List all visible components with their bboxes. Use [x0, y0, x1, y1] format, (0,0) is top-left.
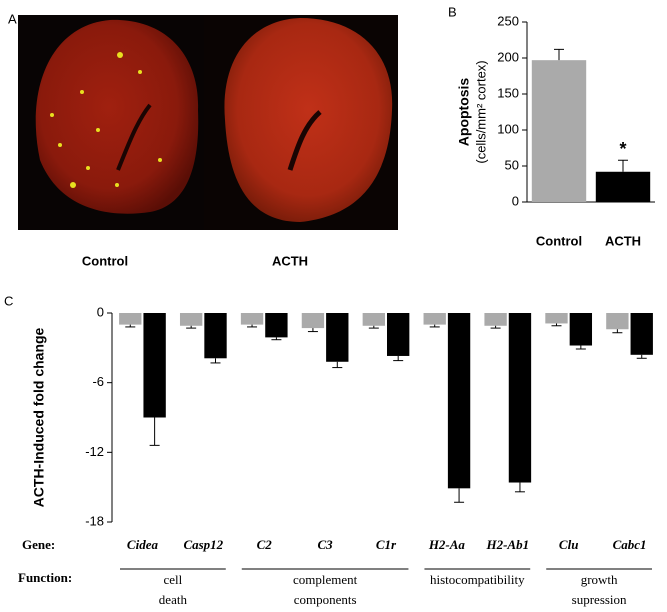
x-tick-label: C1r: [376, 537, 397, 552]
group-label: cell: [164, 572, 183, 587]
apoptotic-cells: [50, 52, 162, 188]
y-tick-label: -6: [92, 374, 104, 389]
bar: [569, 313, 593, 346]
group-label: death: [159, 592, 188, 607]
group-label: histocompatibility: [430, 572, 525, 587]
x-tick-label: Cabc1: [613, 537, 647, 552]
group-label: complement: [293, 572, 358, 587]
bar: [240, 313, 264, 325]
bar: [387, 313, 410, 356]
y-tick-label: 200: [497, 49, 519, 64]
x-tick-label: C3: [318, 537, 334, 552]
tissue-control: [35, 19, 199, 214]
y-axis-subtitle: (cells/mm² cortex): [473, 60, 488, 163]
value-label: *: [619, 139, 626, 159]
x-tick-label: Control: [536, 233, 582, 248]
y-tick-label: 50: [505, 157, 519, 172]
y-tick-label: 0: [97, 304, 104, 319]
bar: [119, 313, 142, 325]
row-label: Function:: [18, 570, 72, 585]
bar: [143, 313, 166, 418]
bar: [326, 313, 349, 362]
y-tick-label: -18: [85, 513, 104, 528]
bar: [545, 313, 568, 324]
bar: [179, 313, 203, 326]
x-tick-label: H2-Ab1: [485, 537, 529, 552]
y-tick-label: 150: [497, 85, 519, 100]
bar: [531, 60, 587, 202]
panel-label: A: [8, 11, 17, 26]
vessel: [287, 110, 322, 171]
bar: [595, 171, 651, 202]
group-label: components: [294, 592, 357, 607]
bar: [606, 313, 629, 330]
bar: [447, 313, 471, 489]
bar: [630, 313, 653, 355]
y-tick-label: -12: [85, 444, 104, 459]
panel-label: B: [448, 4, 457, 19]
bar: [362, 313, 385, 326]
tissue-acth: [224, 18, 393, 222]
x-tick-label: ACTH: [605, 233, 641, 248]
y-tick-label: 250: [497, 13, 519, 28]
vessel: [116, 103, 152, 171]
y-axis-title: ACTH-Induced fold change: [31, 327, 47, 507]
bar: [423, 313, 446, 325]
x-tick-label: H2-Aa: [428, 537, 466, 552]
image-caption: Control: [82, 253, 128, 268]
bar: [301, 313, 325, 329]
group-label: supression: [572, 592, 627, 607]
row-label: Gene:: [22, 537, 55, 552]
panel-label: C: [4, 293, 13, 308]
x-tick-label: C2: [257, 537, 273, 552]
y-axis-title: Apoptosis: [456, 78, 472, 147]
x-tick-label: Cidea: [127, 537, 159, 552]
bar: [204, 313, 227, 359]
image-caption: ACTH: [272, 253, 308, 268]
y-tick-label: 0: [512, 193, 519, 208]
bar: [265, 313, 288, 338]
bar: [484, 313, 507, 326]
x-tick-label: Casp12: [183, 537, 223, 552]
y-tick-label: 100: [497, 121, 519, 136]
x-tick-label: Clu: [559, 537, 579, 552]
group-label: growth: [581, 572, 618, 587]
bar: [508, 313, 532, 483]
